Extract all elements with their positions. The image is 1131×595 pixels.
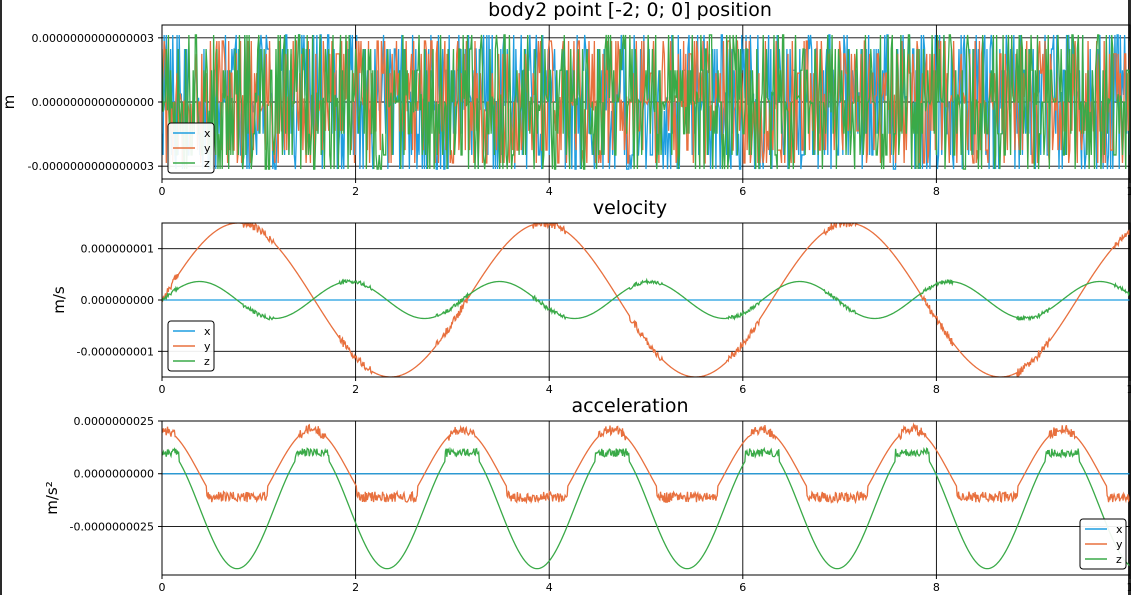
series-line-z [162, 277, 1130, 322]
legend-label-y: y [1116, 538, 1123, 551]
y-tick-label: -0.0000000025 [70, 520, 154, 533]
legend-label-x: x [204, 325, 211, 338]
legend-label-y: y [204, 340, 211, 353]
axes-frame [161, 24, 1131, 180]
x-tick-label: 4 [546, 185, 553, 198]
series-line-z [162, 446, 1130, 570]
series-line-y [162, 223, 1130, 377]
x-tick-label: 6 [739, 581, 746, 594]
chart-title: velocity [593, 197, 667, 219]
x-tick-label: 2 [352, 185, 359, 198]
y-axis-label: m/s [50, 286, 68, 314]
legend-label-z: z [204, 157, 210, 170]
x-tick-label: 2 [352, 581, 359, 594]
legend: xyz [1079, 518, 1127, 570]
y-tick-label: 0.0000000000000000 [32, 96, 154, 109]
series-line-y [162, 40, 1130, 164]
x-tick-label: 6 [739, 185, 746, 198]
y-tick-label: -0.000000001 [77, 345, 154, 358]
x-tick-label: 4 [546, 581, 553, 594]
x-tick-label: 6 [739, 383, 746, 396]
x-tick-label: 1 [1127, 581, 1131, 594]
x-tick-label: 4 [546, 383, 553, 396]
legend-label-x: x [204, 127, 211, 140]
chart-title: acceleration [571, 395, 688, 417]
legend-label-z: z [1116, 553, 1122, 566]
chart-title: body2 point [-2; 0; 0] position [488, 0, 772, 21]
panel-1: 0 2 4 6 8 1 -0.0000000000000003 0.0000000000000… [2, 0, 1131, 198]
y-tick-label: 0.000000001 [81, 243, 154, 256]
legend-label-x: x [1116, 523, 1123, 536]
y-axis-label: m/s² [43, 481, 61, 515]
panel-3: 0 2 4 6 8 1 -0.0000000025 0.0000000000 0.0000000… [43, 395, 1131, 594]
legend-label-z: z [204, 355, 210, 368]
y-axis-label: m [2, 95, 18, 110]
series-line-y [162, 422, 1130, 505]
legend-label-y: y [204, 142, 211, 155]
x-tick-label: 8 [933, 581, 940, 594]
y-tick-label: 0.000000000 [81, 294, 154, 307]
x-tick-label: 0 [159, 581, 166, 594]
axes-frame [161, 420, 1131, 576]
x-tick-label: 1 [1127, 383, 1131, 396]
y-tick-label: 0.0000000000 [74, 468, 154, 481]
legend: xyz [167, 320, 215, 372]
x-tick-label: 8 [933, 185, 940, 198]
x-tick-label: 0 [159, 185, 166, 198]
panel-2: 0 2 4 6 8 1 -0.000000001 0.000000000 0.000000001… [50, 197, 1131, 396]
series-line-z [162, 34, 1130, 170]
y-tick-label: 0.0000000025 [74, 415, 154, 428]
legend: xyz [167, 122, 215, 174]
axes-frame [161, 222, 1131, 378]
x-tick-label: 0 [159, 383, 166, 396]
x-tick-label: 2 [352, 383, 359, 396]
x-tick-label: 8 [933, 383, 940, 396]
x-tick-label: 1 [1127, 185, 1131, 198]
y-tick-label: 0.0000000000000003 [32, 32, 154, 45]
y-tick-label: -0.0000000000000003 [28, 160, 154, 173]
